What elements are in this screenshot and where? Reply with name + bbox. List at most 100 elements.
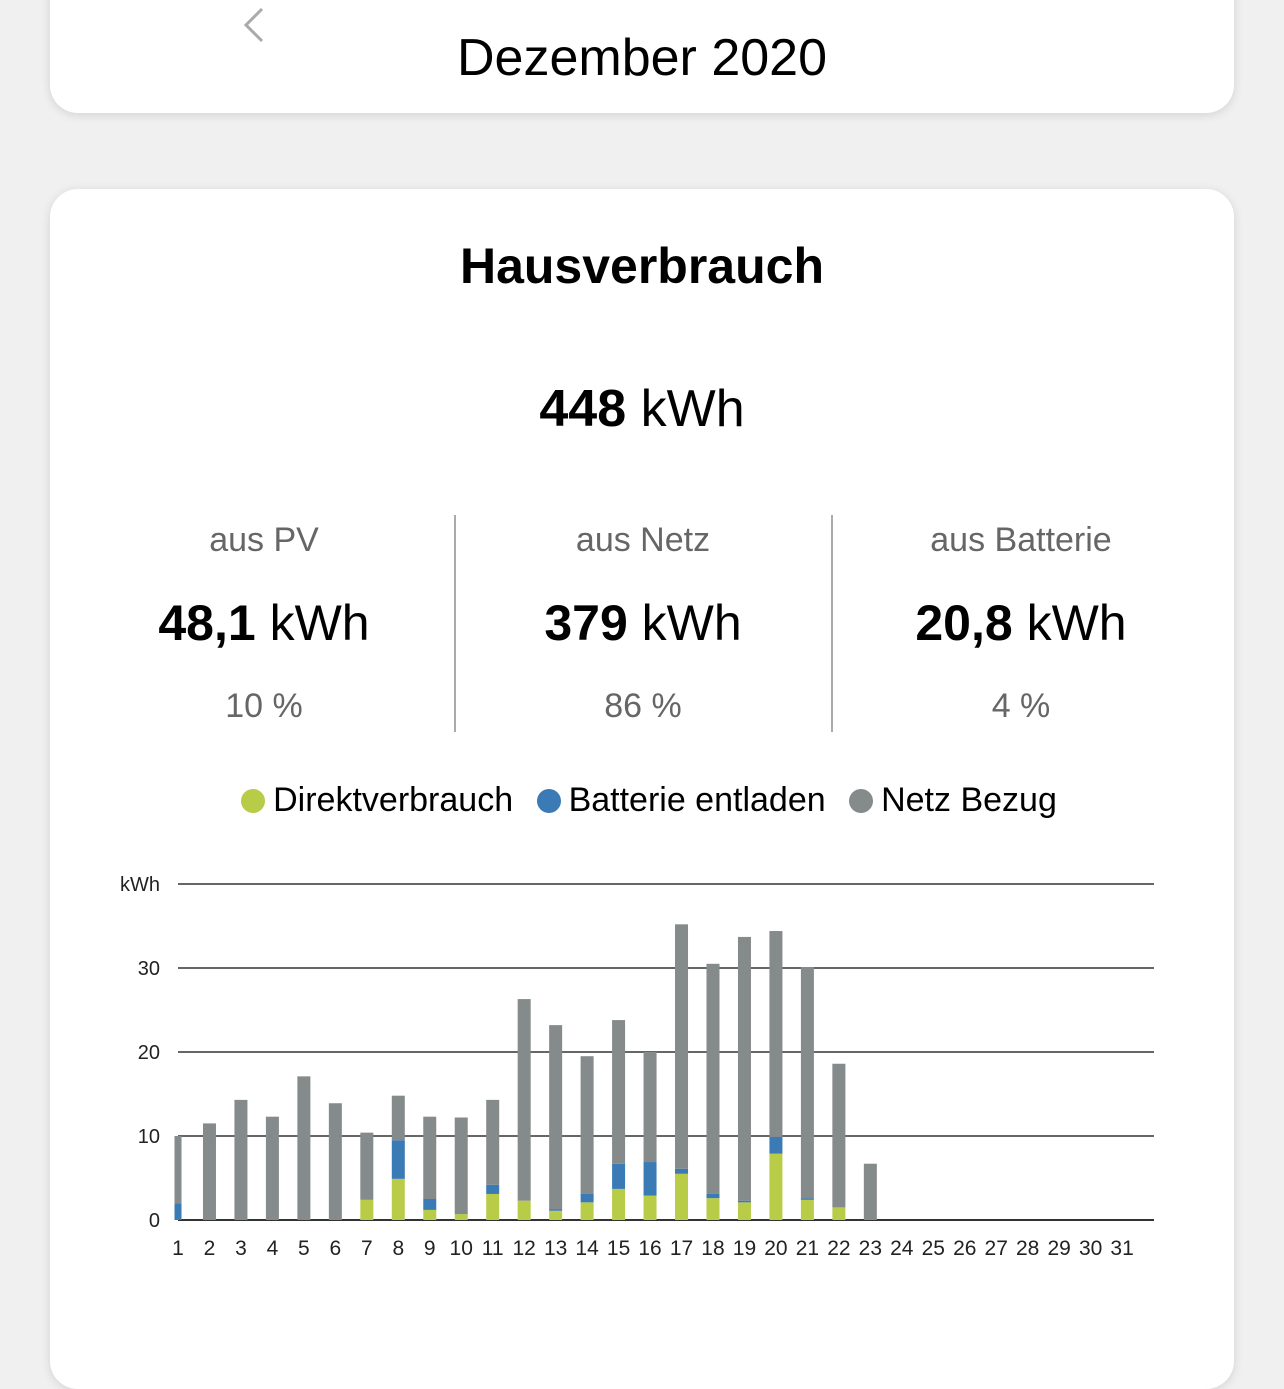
bar-segment [643,1052,657,1163]
bar-segment [800,1198,814,1200]
x-tick-label: 12 [512,1237,535,1260]
x-tick-label: 4 [267,1237,279,1260]
divider [831,515,833,732]
bar-segment [800,1199,814,1220]
card-title: Hausverbrauch [459,238,825,294]
percent: 4 % [991,687,1051,725]
value: 48,1 kWh [158,595,370,651]
x-tick-label: 17 [670,1237,693,1260]
label: aus Batterie [930,521,1112,559]
bar-segment [297,1076,311,1220]
x-tick-label: 3 [235,1237,247,1260]
bar-segment [706,1193,720,1199]
bar-segment [612,1020,626,1164]
value: 379 kWh [544,595,742,651]
y-tick-label: 0 [149,1210,160,1232]
x-tick-label: 15 [607,1237,630,1260]
label: aus Netz [575,521,711,559]
bar-segment [832,1207,846,1220]
y-tick-label: 20 [138,1042,160,1064]
x-tick-label: 27 [985,1237,1008,1260]
month-header: Dezember 2020 [50,0,1234,113]
x-tick-label: 30 [1079,1237,1102,1260]
bar-segment [265,1116,279,1220]
bar-segment [391,1140,405,1179]
bar-segment [234,1099,248,1220]
bar-segment [454,1214,468,1220]
x-tick-label: 5 [298,1237,310,1260]
x-tick-label: 13 [544,1237,567,1260]
x-tick-label: 20 [764,1237,787,1260]
divider [454,515,456,732]
x-tick-label: 31 [1110,1237,1133,1260]
bar-segment [423,1199,437,1210]
bar-segment [612,1163,626,1189]
y-axis-label: kWh [120,874,160,896]
column-pv: aus PV 48,1 kWh 10 % [75,515,453,726]
bar-segment [737,1200,751,1203]
legend-dot [536,789,561,813]
bar-segment [643,1162,657,1196]
bar-segment [423,1116,437,1199]
bar-segment [769,931,783,1137]
total-consumption: 448 kWh [539,380,745,438]
x-tick-label: 25 [922,1237,945,1260]
bar-segment [580,1193,594,1203]
x-tick-label: 14 [575,1237,599,1260]
legend-dot [849,789,874,813]
chevron-left-icon[interactable] [238,5,278,45]
x-tick-label: 28 [1016,1237,1039,1260]
legend-label: Batterie entladen [568,781,826,819]
label: aus PV [209,521,319,559]
x-tick-label: 16 [638,1237,661,1260]
chart-legend: Direktverbrauch Batterie entladen Netz B… [50,781,1234,820]
y-tick-label: 30 [138,958,160,980]
x-tick-label: 8 [392,1237,404,1260]
bar-segment [549,1210,563,1220]
legend-dot [241,789,266,813]
bar-segment [391,1178,405,1220]
bar-segment [328,1103,342,1220]
bar-segment [800,967,814,1199]
bar-segment [549,1209,563,1211]
column-grid: aus Netz 379 kWh 86 % [454,515,832,726]
x-tick-label: 11 [482,1237,504,1260]
bar-segment [643,1195,657,1220]
bar-segment [486,1099,500,1185]
y-tick-label: 10 [138,1126,160,1148]
x-tick-label: 9 [424,1237,436,1260]
bar-segment [706,963,720,1194]
x-tick-label: 7 [361,1237,373,1260]
x-tick-label: 18 [701,1237,724,1260]
bar-segment [486,1184,500,1194]
x-tick-label: 2 [204,1237,216,1260]
bar-segment [769,1153,783,1220]
bar-segment [612,1188,626,1220]
percent: 86 % [604,687,682,725]
bar-segment [517,1200,531,1220]
bar-segment [737,936,751,1201]
x-tick-label: 23 [859,1237,882,1260]
bar-segment [675,1173,689,1220]
bar-segment [517,999,531,1201]
x-tick-label: 24 [890,1237,914,1260]
x-tick-label: 1 [172,1237,184,1260]
bar-segment [706,1198,720,1220]
column-battery: aus Batterie 20,8 kWh 4 % [832,515,1210,726]
bar-segment [737,1202,751,1220]
bar-segment [454,1117,468,1215]
bar-segment [832,1063,846,1208]
bar-segment [675,1168,689,1174]
bar-segment [580,1056,594,1194]
bar-segment [549,1025,563,1210]
x-tick-label: 19 [733,1237,756,1260]
x-tick-label: 21 [796,1237,819,1260]
bar-segment [423,1209,437,1220]
bar-segment [391,1095,405,1141]
legend-label: Netz Bezug [881,781,1057,819]
bar-segment [202,1123,216,1220]
bar-segment [174,1203,182,1220]
x-tick-label: 10 [450,1237,473,1260]
bar-segment [486,1193,500,1220]
